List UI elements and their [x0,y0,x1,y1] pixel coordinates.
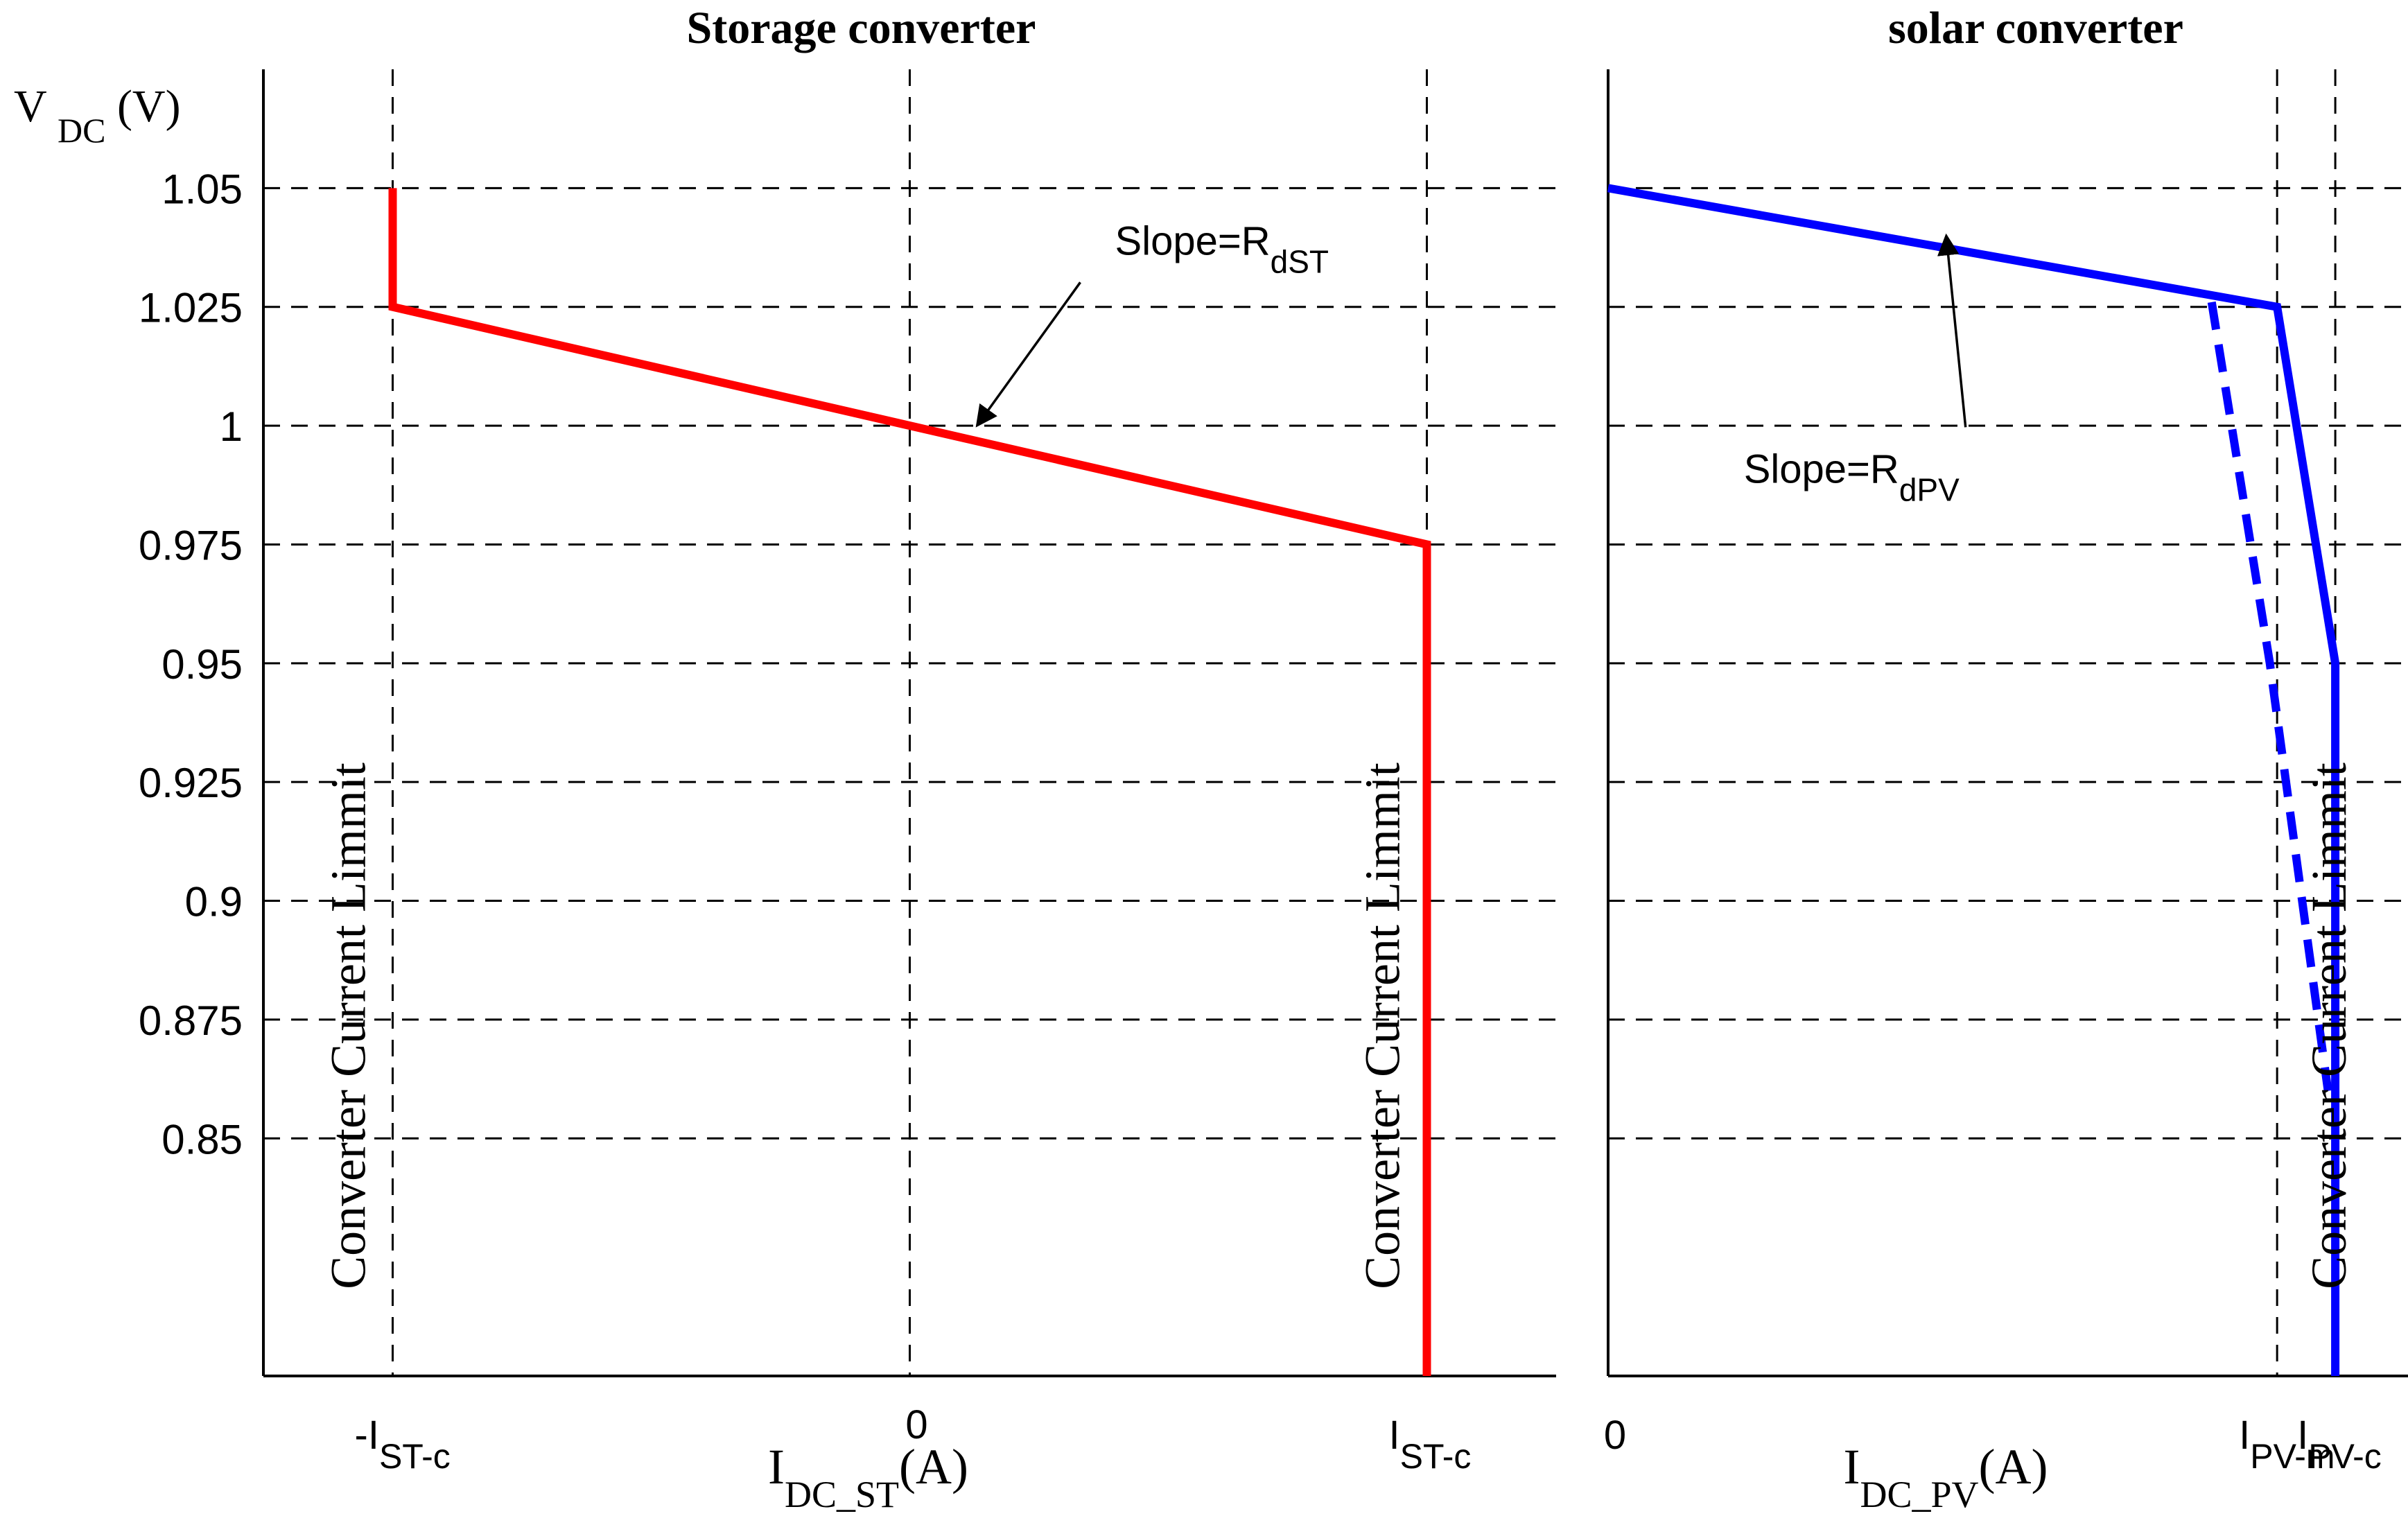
storage-x-axis-label-unit: (A) [899,1439,968,1494]
solar-annotation-label: Slope=RdPV [1744,446,1960,507]
solar-x-tick-label-1: IPV-m [2239,1413,2335,1476]
storage-limit-label-1: Converter Current Limmit [1355,762,1411,1289]
storage-annotation-main: Slope=R [1115,218,1271,263]
storage-x-tick-label-0: -IST-c [355,1413,451,1476]
storage-x-tick-sub-2: ST-c [1400,1437,1472,1476]
solar-x-tick-label-0: 0 [1604,1413,1626,1458]
storage-chart-title: Storage converter [687,3,1036,53]
storage-x-tick-main-0: -I [355,1413,379,1458]
solar-limit-label-0: Converter Current Limmit [2301,762,2357,1289]
y-tick-label-6: 0.9 [185,879,243,925]
solar-x-tick-label-2: IPV-c [2297,1413,2382,1476]
storage-x-axis-label: IDC_ST(A) [768,1439,968,1515]
y-tick-label-3: 0.975 [139,522,243,568]
solar-annotation-sub: dPV [1899,471,1960,507]
y-tick-label-8: 0.85 [162,1116,243,1162]
storage-x-tick-label-2: IST-c [1389,1413,1472,1476]
y-tick-label-0: 1.05 [162,166,243,212]
solar-x-tick-sub-1: PV-m [2250,1437,2335,1476]
y-tick-label-5: 0.925 [139,760,243,806]
solar-annotation-main: Slope=R [1744,446,1899,491]
storage-limit-label-0: Converter Current Limmit [321,762,376,1289]
solar-x-axis-label: IDC_PV(A) [1844,1439,2048,1515]
storage-converter-panel: 1.051.02510.9750.950.9250.90.8750.85-IST… [139,3,1556,1515]
solar-chart-title: solar converter [1888,3,2183,53]
storage-x-axis-label-sub: DC_ST [785,1474,899,1515]
storage-x-tick-main-2: I [1389,1413,1400,1458]
storage-annotation-label: Slope=RdST [1115,218,1329,279]
y-tick-label-2: 1 [220,403,243,450]
y-axis-label-sub: DC [58,111,105,150]
storage-x-tick-label-1: 0 [905,1402,927,1447]
y-tick-label-1: 1.025 [139,285,243,331]
solar-annotation-arrow [1937,233,1967,428]
y-axis-label-main: V [14,81,46,132]
solar-x-axis-label-sub: DC_PV [1860,1474,1978,1515]
y-axis-label-unit: (V) [117,81,181,132]
y-tick-label-4: 0.95 [162,641,243,688]
solar-x-axis-label-main: I [1844,1439,1860,1494]
solar-x-tick-main-2: I [2297,1413,2308,1458]
storage-x-tick-sub-0: ST-c [379,1437,451,1476]
storage-series-0 [388,188,1431,1376]
solar-x-tick-main-1: I [2239,1413,2250,1458]
solar-x-tick-sub-2: PV-c [2308,1437,2382,1476]
solar-x-axis-label-unit: (A) [1979,1439,2048,1494]
storage-annotation-sub: dST [1271,243,1329,279]
solar-series-1 [2207,301,2332,1092]
storage-x-axis-label-main: I [768,1439,785,1494]
storage-annotation-arrow [975,281,1081,428]
y-axis-label: V DC (V) [14,81,181,152]
y-tick-label-7: 0.875 [139,997,243,1044]
